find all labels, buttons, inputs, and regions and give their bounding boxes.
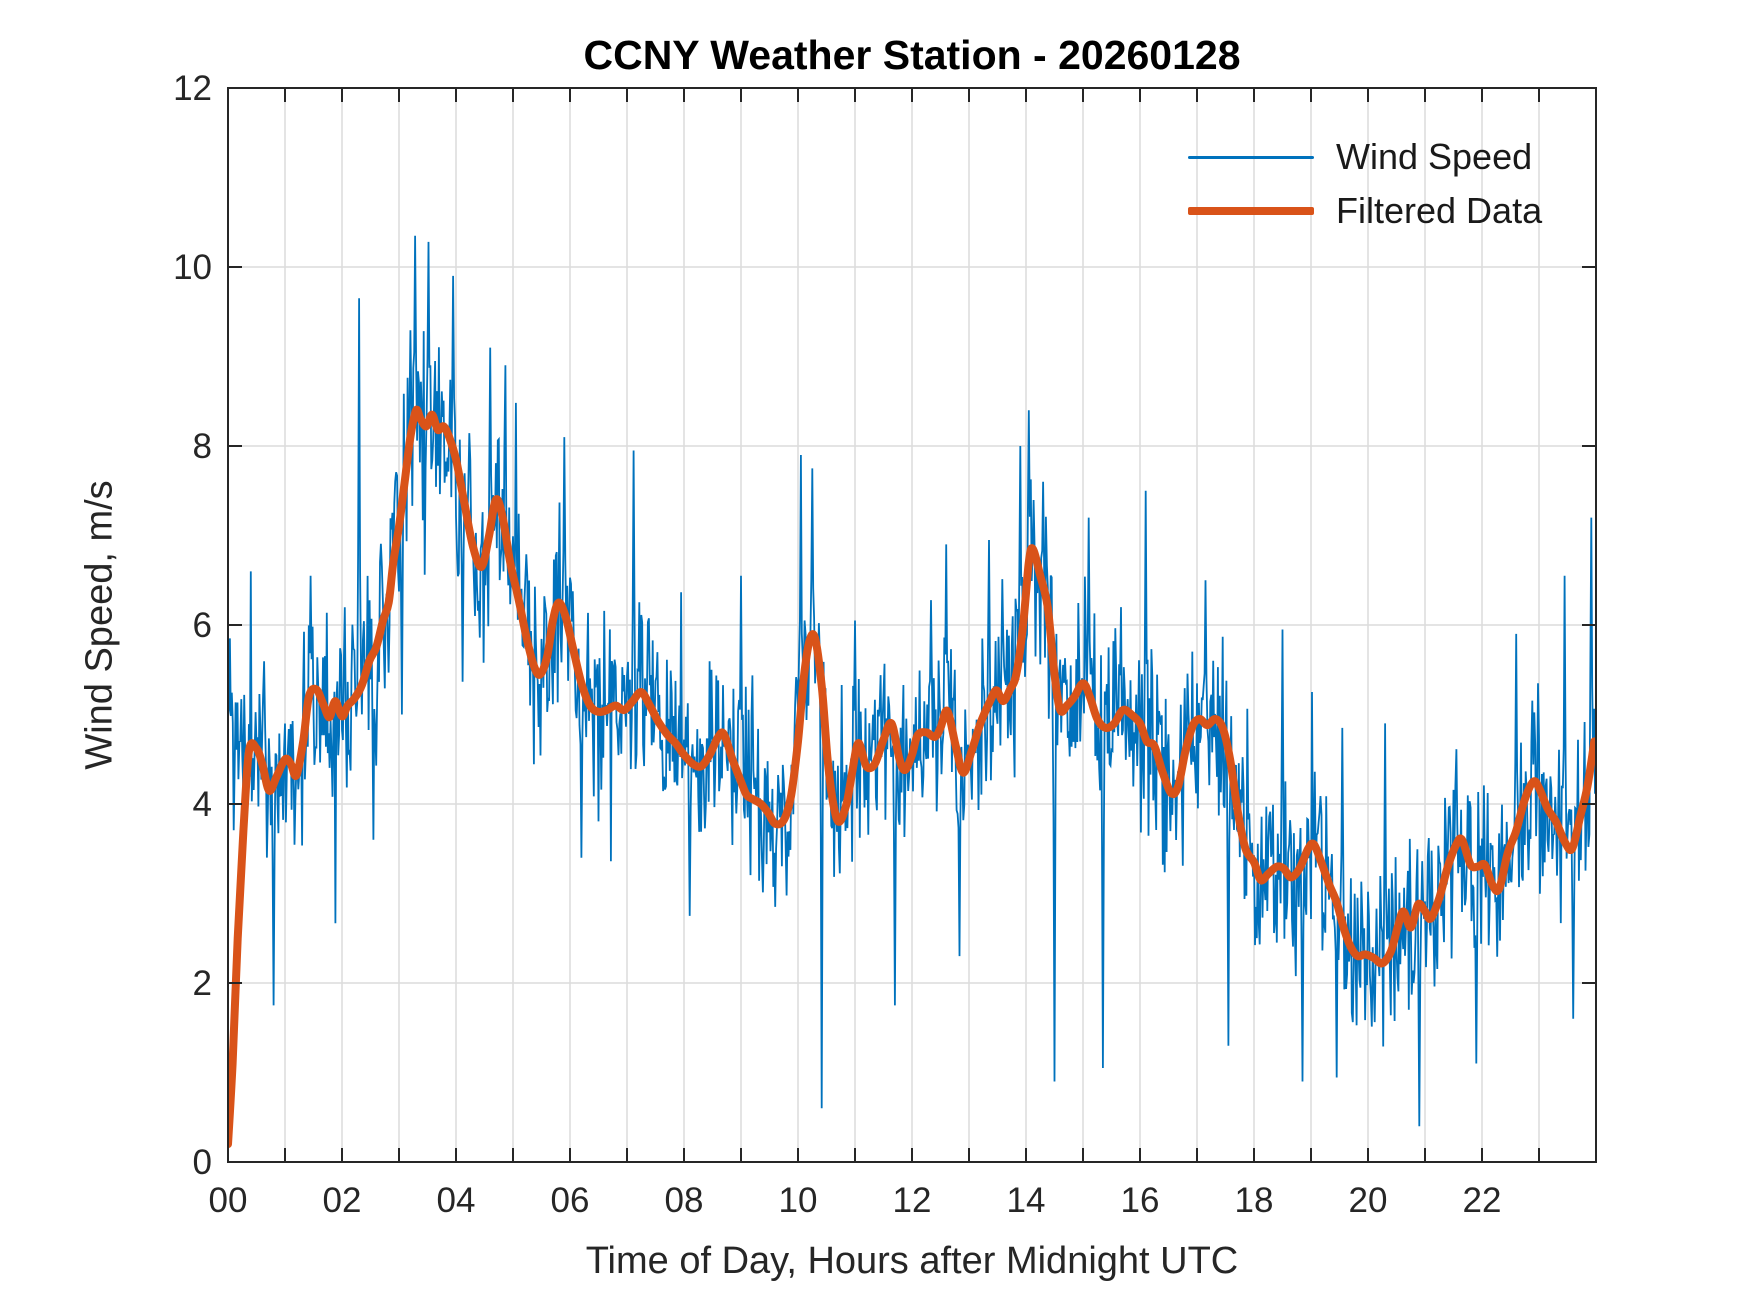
y-axis-label: Wind Speed, m/s: [78, 480, 121, 770]
svg-text:16: 16: [1121, 1181, 1160, 1220]
x-axis-label: Time of Day, Hours after Midnight UTC: [585, 1240, 1239, 1282]
svg-text:20: 20: [1349, 1181, 1388, 1220]
svg-text:4: 4: [193, 785, 212, 824]
legend-row-wind-speed: Wind Speed: [1188, 134, 1542, 180]
svg-text:2: 2: [193, 964, 212, 1003]
svg-text:14: 14: [1007, 1181, 1046, 1220]
legend-label-wind-speed: Wind Speed: [1336, 136, 1533, 177]
svg-text:10: 10: [173, 248, 212, 287]
legend-line-sample-filtered-data: [1188, 207, 1314, 215]
svg-text:8: 8: [193, 427, 212, 466]
y-tick-labels: 0 2 4 6 8 10 12: [173, 69, 212, 1182]
legend-label-filtered-data: Filtered Data: [1336, 190, 1543, 231]
legend-row-filtered-data: Filtered Data: [1188, 188, 1542, 234]
filtered-data-line: [227, 405, 1597, 1149]
legend: Wind Speed Filtered Data: [1188, 134, 1542, 234]
svg-text:10: 10: [779, 1181, 818, 1220]
legend-line-sample-wind-speed: [1188, 155, 1314, 159]
svg-text:12: 12: [173, 69, 212, 108]
svg-text:06: 06: [551, 1181, 590, 1220]
svg-text:08: 08: [665, 1181, 704, 1220]
axis-ticks: [227, 87, 1597, 1163]
svg-text:22: 22: [1463, 1181, 1502, 1220]
x-tick-labels: 00 02 04 06 08 10 12 14 16 18 20 22: [209, 1181, 1502, 1220]
svg-text:02: 02: [323, 1181, 362, 1220]
svg-text:12: 12: [893, 1181, 932, 1220]
svg-text:00: 00: [209, 1181, 248, 1220]
svg-text:04: 04: [437, 1181, 476, 1220]
svg-text:6: 6: [193, 606, 212, 645]
chart-title: CCNY Weather Station - 20260128: [583, 32, 1241, 78]
svg-text:0: 0: [193, 1143, 212, 1182]
svg-text:18: 18: [1235, 1181, 1274, 1220]
